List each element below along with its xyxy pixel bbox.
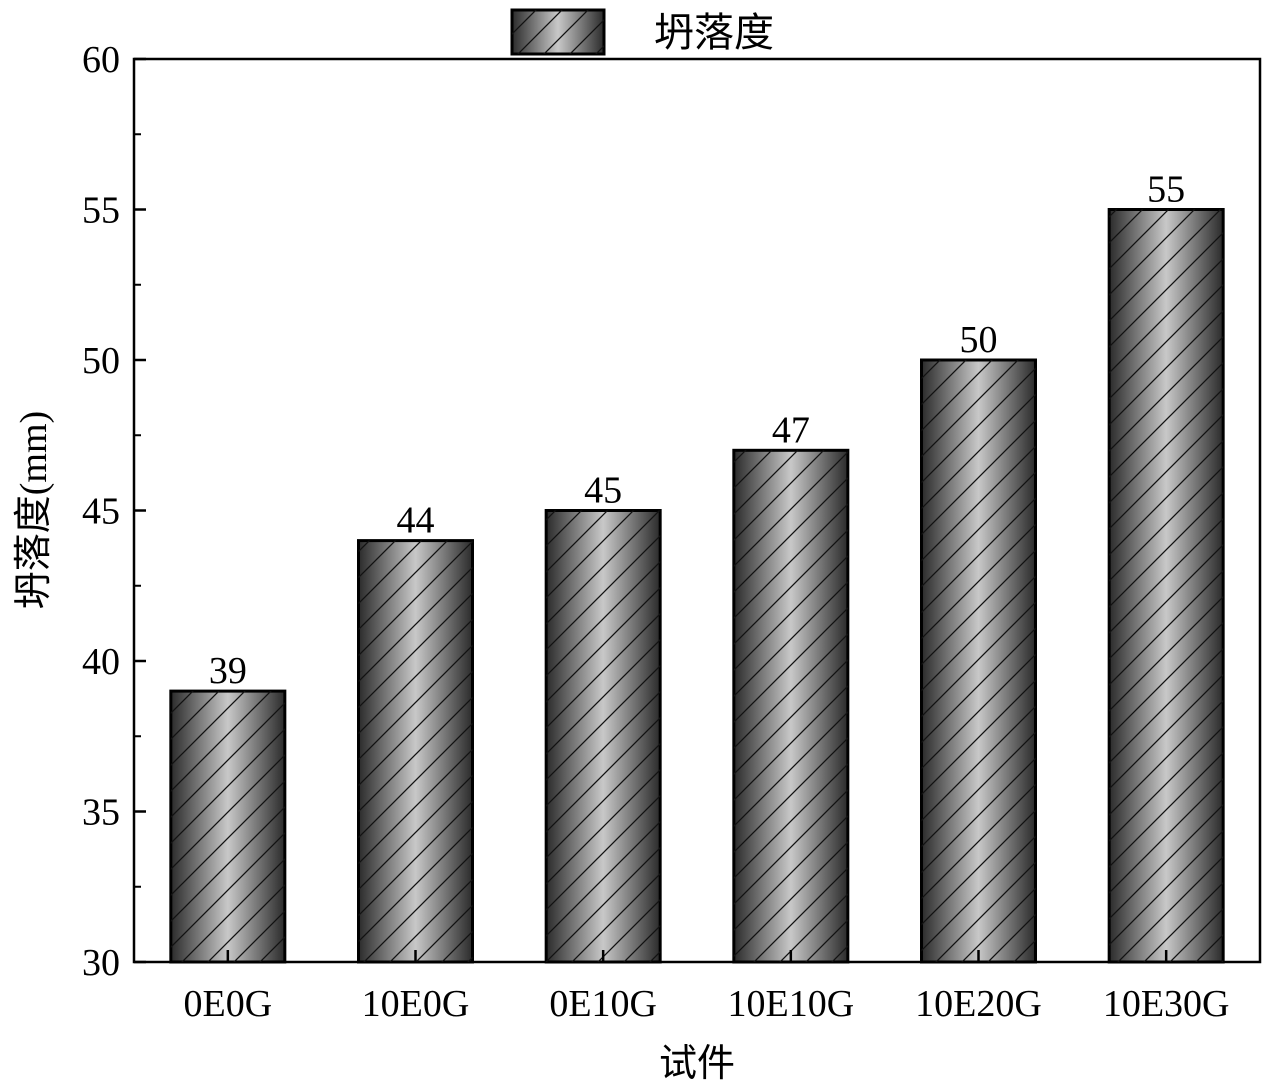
data-label: 47 — [772, 409, 810, 451]
data-label: 50 — [960, 319, 998, 361]
bar-hatch — [546, 510, 661, 962]
x-tick-label: 10E0G — [362, 983, 470, 1025]
data-label: 45 — [584, 470, 622, 512]
x-axis-title: 试件 — [659, 1043, 735, 1085]
data-label: 44 — [397, 500, 435, 542]
x-tick-label: 0E0G — [184, 983, 273, 1025]
bar-hatch — [921, 360, 1036, 962]
x-axis: 0E0G 10E0G 0E10G 10E10G 10E20G 10E30G — [184, 950, 1230, 1025]
y-axis-title: 坍落度(mm) — [13, 411, 55, 609]
legend-label: 坍落度 — [654, 10, 774, 55]
y-tick-label: 50 — [82, 340, 120, 382]
y-tick-label: 60 — [82, 39, 120, 81]
bar-hatch — [170, 691, 285, 962]
y-tick-label: 45 — [82, 491, 120, 533]
data-label: 55 — [1147, 169, 1185, 211]
y-tick-label: 40 — [82, 641, 120, 683]
x-tick-label: 10E20G — [915, 983, 1042, 1025]
y-tick-label: 55 — [82, 190, 120, 232]
x-tick-label: 0E10G — [549, 983, 657, 1025]
y-axis: 30 35 40 45 50 55 60 — [82, 39, 146, 984]
x-tick-label: 10E30G — [1103, 983, 1230, 1025]
bars-group: 39 44 45 47 50 55 — [169, 169, 1225, 964]
plot-frame — [132, 57, 1262, 964]
legend-swatch-hatch — [512, 10, 604, 54]
bar-hatch — [358, 540, 473, 962]
data-label: 39 — [209, 650, 247, 692]
y-tick-label: 35 — [82, 792, 120, 834]
bar-hatch — [1109, 209, 1224, 962]
legend: 坍落度 — [510, 8, 774, 56]
y-tick-label: 30 — [82, 942, 120, 984]
bar-hatch — [733, 450, 848, 962]
x-tick-label: 10E10G — [728, 983, 855, 1025]
